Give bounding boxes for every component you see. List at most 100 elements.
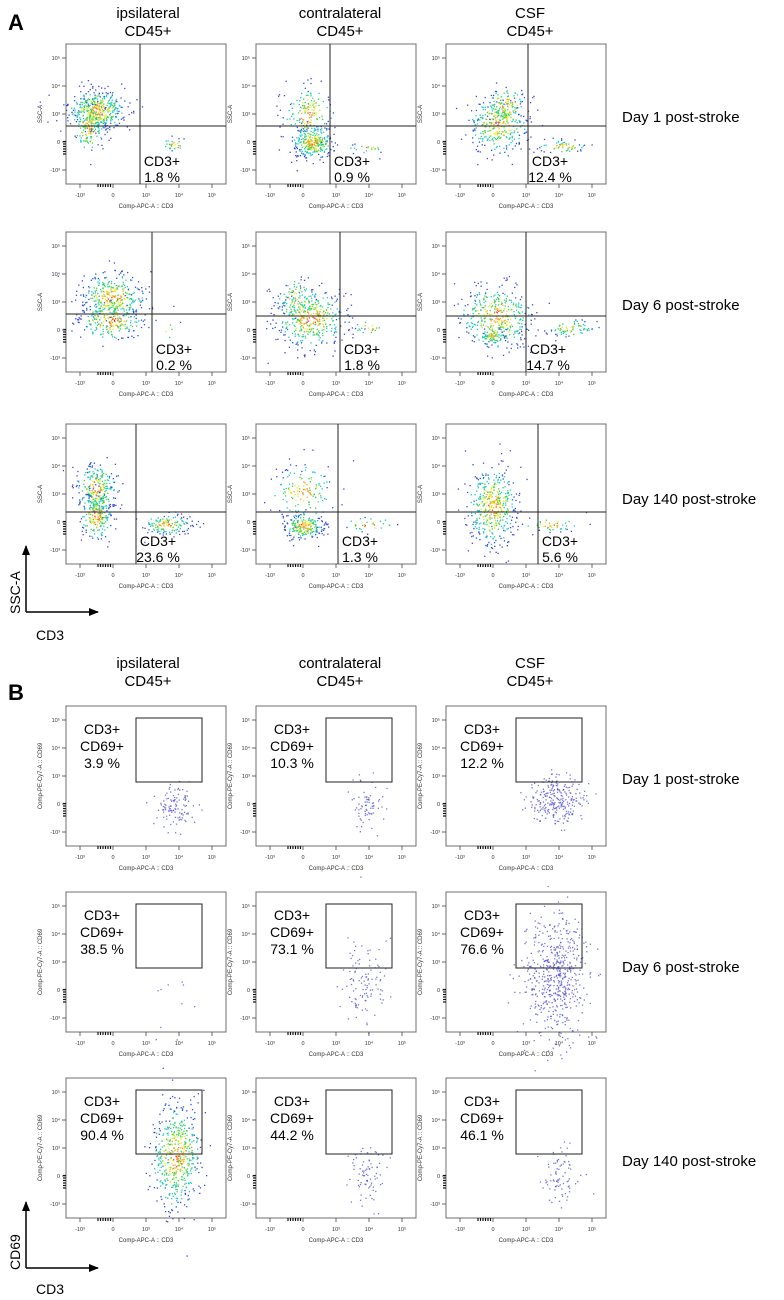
plot-a-event xyxy=(128,293,130,295)
plot-a-event xyxy=(321,312,323,314)
plot-a-event xyxy=(301,316,304,318)
plot-a-event xyxy=(489,126,491,128)
plot-a-event xyxy=(115,100,117,102)
plot-a-event xyxy=(79,120,82,123)
plot-a-event xyxy=(497,111,499,113)
plot-a-event xyxy=(512,119,514,121)
plot-a-event xyxy=(495,539,497,542)
plot-a-event xyxy=(489,518,491,520)
plot-a-event xyxy=(312,471,314,473)
plot-a-event xyxy=(303,354,305,356)
plot-a-event xyxy=(307,90,309,93)
plot-a-event xyxy=(504,322,506,324)
plot-a-event xyxy=(484,306,486,309)
plot-a-event xyxy=(308,142,310,144)
plot-a-event xyxy=(281,309,283,311)
plot-a-event xyxy=(148,523,150,525)
plot-a-event xyxy=(135,314,137,316)
plot-a-event xyxy=(560,331,562,334)
plot-a-xtick-label: 10³ xyxy=(522,381,530,387)
plot-a-event xyxy=(92,85,94,88)
plot-a-event xyxy=(174,522,176,524)
plot-a-event xyxy=(502,106,505,108)
plot-a-event xyxy=(287,296,289,299)
plot-a-event xyxy=(320,485,322,488)
plot-a-event xyxy=(283,301,285,303)
plot-a-event xyxy=(502,131,504,133)
plot-a-event xyxy=(501,475,504,477)
plot-a-event xyxy=(186,522,188,524)
plot-a-event xyxy=(110,117,113,119)
plot-a-event xyxy=(471,531,473,534)
plot-a-event xyxy=(89,287,91,289)
plot-a-event xyxy=(104,479,106,482)
plot-a-event xyxy=(286,308,288,311)
plot-a-event xyxy=(105,507,108,509)
plot-a-event xyxy=(97,102,99,104)
plot-a-event xyxy=(525,119,527,121)
plot-a-event xyxy=(103,293,105,296)
plot-a-event xyxy=(148,308,151,310)
plot-a-event xyxy=(490,333,492,335)
plot-a-event xyxy=(100,291,102,293)
plot-a-event xyxy=(571,146,573,149)
plot-a-event xyxy=(307,140,309,142)
plot-a-event xyxy=(97,277,99,280)
plot-a-event xyxy=(485,502,487,504)
plot-a-event xyxy=(338,311,341,313)
plot-a-event xyxy=(83,98,85,100)
plot-a-event xyxy=(314,296,316,298)
plot-a-event xyxy=(307,98,309,101)
plot-a-event xyxy=(504,493,507,495)
plot-a-event xyxy=(97,512,99,515)
plot-a-event xyxy=(290,291,292,294)
plot-a-event xyxy=(341,339,343,341)
plot-a-event xyxy=(102,272,104,274)
plot-a-event xyxy=(110,316,112,318)
plot-a-event xyxy=(89,478,91,481)
plot-a-event xyxy=(334,340,336,342)
plot-a-event xyxy=(106,104,108,107)
plot-a-event xyxy=(91,466,93,468)
plot-a-event xyxy=(474,336,476,338)
plot-a-event xyxy=(526,139,528,141)
plot-a-event xyxy=(115,116,117,119)
plot-a-event xyxy=(317,98,320,100)
plot-a-event xyxy=(488,483,490,485)
plot-a-event xyxy=(102,497,104,500)
plot-a-event xyxy=(171,530,173,532)
plot-a-event xyxy=(505,500,507,502)
plot-a-event xyxy=(276,105,278,107)
plot-a-event xyxy=(477,320,480,323)
plot-a-event xyxy=(536,148,539,150)
plot-a-event xyxy=(326,330,328,333)
plot-a-event xyxy=(301,520,304,522)
plot-a-event xyxy=(108,321,110,323)
plot-a-event xyxy=(330,117,332,119)
plot-a-event xyxy=(514,317,517,320)
plot-a-event xyxy=(480,522,482,524)
plot-a-event xyxy=(492,325,494,327)
plot-a-event xyxy=(178,145,180,147)
plot-a-event xyxy=(270,509,272,511)
plot-a-event xyxy=(495,515,497,517)
plot-a-event xyxy=(100,487,102,490)
plot-a-event xyxy=(89,535,91,537)
plot-a-event xyxy=(323,310,325,313)
plot-a-event xyxy=(277,307,279,309)
plot-a-event xyxy=(323,151,325,153)
plot-a-ylabel: SSC-A xyxy=(418,293,424,311)
plot-a-event xyxy=(480,317,482,319)
plot-a-event xyxy=(309,141,311,143)
plot-a-event xyxy=(489,522,491,524)
plot-a-event xyxy=(470,494,472,496)
plot-a-event xyxy=(109,322,112,324)
plot-a-event xyxy=(510,111,512,113)
plot-a-event xyxy=(310,122,312,124)
plot-a-event xyxy=(478,509,481,512)
plot-a-event xyxy=(103,316,105,318)
plot-a-event xyxy=(295,299,297,302)
plot-a-event xyxy=(483,297,485,299)
plot-a-event xyxy=(100,104,103,106)
plot-a-event xyxy=(499,493,501,495)
